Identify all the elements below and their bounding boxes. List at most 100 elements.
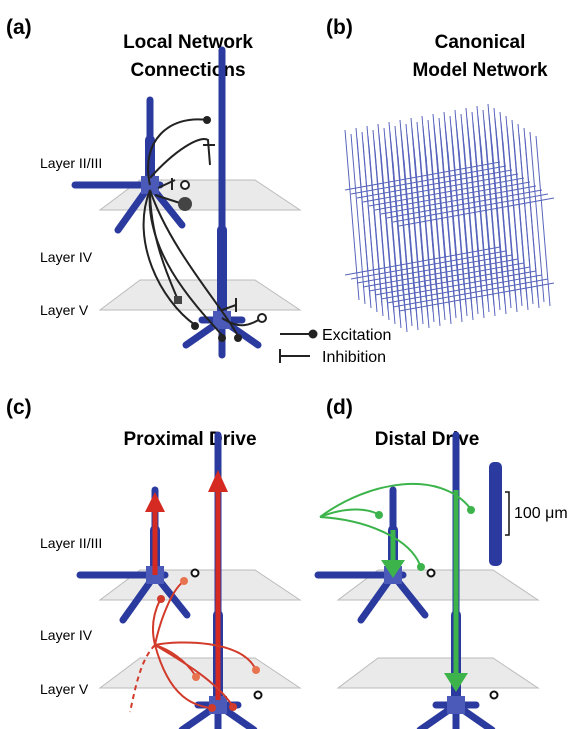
connection: [505, 491, 510, 536]
line: [496, 137, 512, 309]
line: [392, 278, 549, 308]
line: [380, 185, 537, 215]
line: [362, 173, 519, 203]
line: [485, 139, 501, 311]
line: [474, 141, 490, 313]
line: [535, 135, 551, 307]
line: [403, 159, 419, 331]
text-label: Canonical: [435, 32, 526, 53]
line: [362, 258, 519, 288]
shape: [489, 462, 502, 566]
text-label: 100 μm: [514, 505, 568, 522]
line: [430, 149, 446, 321]
connection: [221, 304, 237, 311]
text-label: (a): [6, 16, 32, 39]
line: [356, 137, 372, 309]
line: [386, 157, 402, 329]
text-label: Distal Drive: [375, 429, 480, 450]
line: [458, 149, 474, 321]
connection: [154, 644, 196, 676]
line: [425, 155, 441, 327]
line: [447, 151, 463, 323]
synapse: [229, 703, 237, 711]
synapse: [157, 595, 165, 603]
line: [344, 129, 360, 301]
line: [362, 141, 378, 313]
line: [463, 143, 479, 315]
synapse: [203, 116, 211, 124]
connection: [142, 189, 196, 326]
line: [529, 131, 545, 303]
connection: [129, 644, 156, 713]
shape: [208, 470, 228, 492]
line: [368, 177, 525, 207]
line: [386, 189, 543, 219]
line: [436, 153, 452, 325]
line: [368, 262, 525, 292]
line: [524, 137, 540, 309]
line: [374, 149, 390, 321]
synapse: [417, 563, 425, 571]
text-label: (c): [6, 396, 32, 419]
line: [386, 274, 543, 304]
neuron: [337, 657, 539, 689]
connection: [154, 581, 184, 646]
line: [441, 147, 457, 319]
connection: [154, 644, 211, 709]
synapse: [208, 704, 216, 712]
line: [392, 161, 408, 333]
synapse: [489, 690, 499, 700]
text-label: Local Network: [123, 32, 253, 53]
connection: [147, 118, 208, 186]
neuron: [318, 490, 425, 620]
connection: [319, 482, 471, 518]
text-label: Layer IV: [40, 627, 93, 643]
line: [398, 282, 555, 312]
line: [452, 145, 468, 317]
line: [397, 155, 413, 327]
text-label: Layer II/III: [40, 155, 102, 171]
synapse: [253, 690, 263, 700]
text-label: Excitation: [322, 327, 391, 344]
neuron: [80, 490, 187, 620]
line: [344, 161, 501, 191]
connection: [151, 599, 161, 646]
synapse: [426, 568, 436, 578]
line: [507, 135, 523, 307]
line: [513, 139, 529, 311]
line: [414, 157, 430, 329]
line: [350, 165, 507, 195]
connection: [148, 189, 223, 336]
synapse: [190, 568, 200, 578]
group: [344, 103, 555, 333]
synapse: [234, 334, 242, 342]
line: [356, 169, 513, 199]
synapse: [375, 511, 383, 519]
text-label: Layer II/III: [40, 535, 102, 551]
line: [374, 266, 531, 296]
text-label: Model Network: [412, 60, 548, 81]
text-label: (d): [326, 396, 353, 419]
synapse: [218, 334, 226, 342]
synapse: [252, 666, 260, 674]
connection: [149, 138, 211, 179]
line: [408, 153, 424, 325]
line: [374, 181, 531, 211]
text-label: (b): [326, 16, 353, 39]
neuron: [99, 279, 301, 311]
shape: [174, 296, 182, 304]
line: [419, 151, 435, 323]
line: [350, 250, 507, 280]
text-label: Proximal Drive: [123, 429, 256, 450]
line: [398, 197, 555, 227]
synapse: [308, 329, 318, 339]
line: [368, 145, 384, 317]
line: [502, 141, 518, 313]
line: [491, 143, 507, 315]
shape: [145, 492, 165, 512]
connection: [319, 516, 421, 566]
synapse: [467, 506, 475, 514]
text-label: Layer IV: [40, 249, 93, 265]
shape: [381, 560, 405, 578]
